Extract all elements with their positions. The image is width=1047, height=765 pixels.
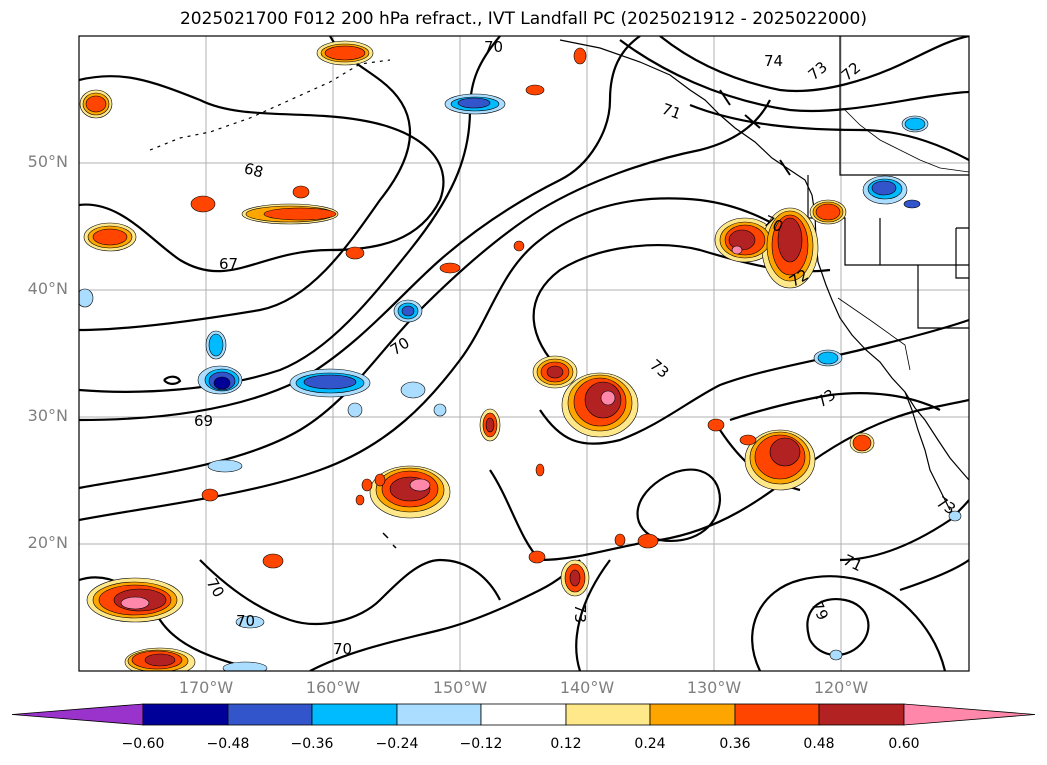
contour-label: 69: [194, 412, 213, 430]
colorbar-segment: [142, 703, 229, 726]
colorbar-segment: [311, 703, 398, 726]
colorbar-segment: [227, 703, 313, 726]
lon-label: 140°W: [559, 678, 615, 697]
lat-label: 40°N: [27, 279, 68, 298]
lon-label: 160°W: [305, 678, 361, 697]
colorbar-segment: [818, 703, 905, 726]
contour-label: 67: [219, 255, 238, 273]
contour-label: 71: [659, 100, 683, 123]
contour-label: 73: [571, 604, 589, 623]
colorbar-segment: [480, 703, 567, 726]
lat-label: 30°N: [27, 406, 68, 425]
colorbar-tick-label: 0.12: [550, 736, 582, 752]
colorbar-tick-label: −0.36: [290, 736, 334, 752]
colorbar-tick-label: −0.48: [206, 736, 250, 752]
positive-anomaly-fills: [79, 40, 875, 671]
lat-label: 20°N: [27, 533, 68, 552]
colorbar-segment: [565, 703, 651, 726]
lat-label: 50°N: [27, 152, 68, 171]
map-title: 2025021700 F012 200 hPa refract., IVT La…: [179, 9, 867, 29]
contour-label: 70: [236, 612, 255, 630]
contour-label: 74: [764, 52, 783, 70]
colorbar-segment: [396, 703, 482, 726]
colorbar-tick-label: −0.24: [375, 736, 419, 752]
contour-label: 70: [484, 38, 503, 56]
colorbar-segment: [11, 703, 144, 726]
colorbar: [11, 703, 1036, 726]
colorbar-tick-label: 0.48: [803, 736, 835, 752]
lon-label: 150°W: [432, 678, 488, 697]
negative-anomaly-fills: [79, 93, 962, 671]
lon-label: 130°W: [686, 678, 742, 697]
colorbar-segment: [649, 703, 736, 726]
colorbar-tick-label: 0.24: [634, 736, 666, 752]
colorbar-tick-label: 0.60: [888, 736, 920, 752]
lon-label: 120°W: [813, 678, 869, 697]
lon-label: 170°W: [178, 678, 234, 697]
colorbar-segment: [903, 703, 1036, 726]
colorbar-tick-label: 0.36: [719, 736, 751, 752]
contour-label: 70: [333, 640, 352, 658]
gridlines: [79, 36, 969, 671]
contour-label: 68: [242, 159, 265, 181]
colorbar-segment: [734, 703, 820, 726]
colorbar-tick-label: −0.12: [459, 736, 503, 752]
map-frame: [78, 35, 970, 672]
colorbar-tick-label: −0.60: [121, 736, 165, 752]
